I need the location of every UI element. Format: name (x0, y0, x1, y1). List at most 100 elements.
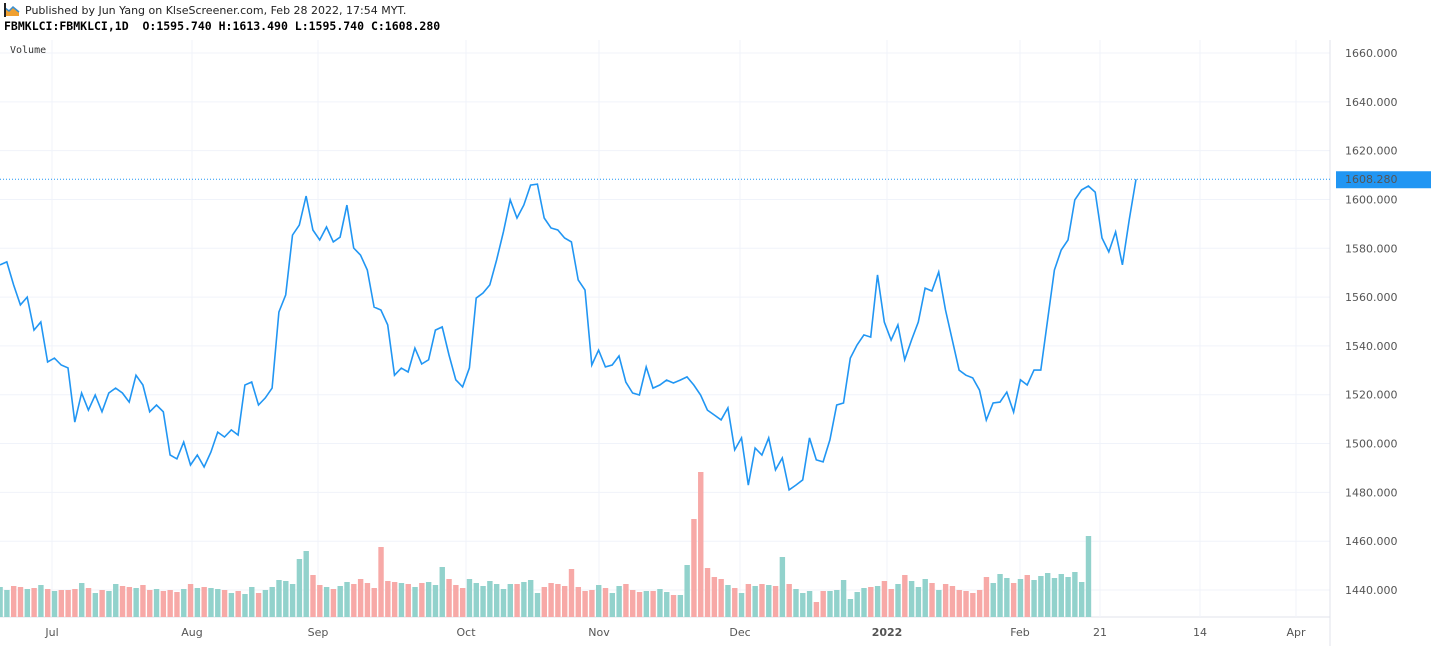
volume-bar (487, 581, 493, 617)
volume-bar (99, 590, 105, 617)
volume-bar (201, 587, 207, 617)
volume-bar (548, 583, 554, 617)
volume-bar (493, 584, 500, 617)
volume-bar (85, 588, 92, 617)
volume-bar (106, 591, 112, 617)
volume-bar (351, 584, 357, 617)
volume-bar (337, 586, 343, 617)
volume-bar (4, 590, 10, 617)
volume-bar (827, 591, 833, 617)
volume-bar (215, 589, 221, 617)
volume-bar (861, 588, 867, 617)
volume-bar (330, 589, 337, 617)
y-tick-label: 1560.000 (1345, 291, 1398, 304)
volume-bar (908, 581, 915, 617)
volume-bar (58, 590, 65, 617)
volume-bar (983, 577, 990, 617)
volume-bar (79, 583, 85, 617)
volume-bar (1051, 578, 1058, 617)
volume-bar (181, 589, 187, 617)
volume-bar (902, 575, 908, 617)
volume-bar (466, 579, 473, 617)
volume-bar (344, 582, 350, 617)
y-tick-label: 1640.000 (1345, 96, 1398, 109)
volume-bar (153, 589, 160, 617)
grid (0, 40, 1331, 646)
volume-bar (276, 580, 282, 617)
volume-bar (17, 587, 24, 617)
time-axis: Jul Aug Sep Oct Nov Dec 2022 Feb 21 14 Apr (44, 626, 1306, 639)
volume-bar (1078, 582, 1085, 617)
volume-bar (936, 590, 942, 617)
volume-bar (439, 567, 445, 617)
volume-bar (65, 590, 71, 617)
volume-bar (643, 591, 650, 617)
volume-indicator-label: Volume (10, 45, 47, 56)
volume-bar (636, 592, 643, 617)
x-tick-label: Aug (181, 626, 202, 639)
volume-bar (473, 583, 479, 617)
volume-bar (364, 583, 371, 617)
x-tick-label: 14 (1193, 626, 1207, 639)
last-price-value: 1608.280 (1345, 173, 1398, 186)
volume-bar (997, 574, 1003, 617)
volume-bar (793, 589, 799, 617)
volume-bar (31, 588, 37, 617)
volume-bar (779, 557, 786, 617)
volume-bar (357, 579, 364, 617)
volume-bar (167, 590, 173, 617)
x-tick-label: Jul (44, 626, 58, 639)
volume-bar (208, 588, 214, 617)
volume-bar (119, 586, 126, 617)
volume-bar (371, 588, 377, 617)
volume-bar (657, 589, 663, 617)
volume-bar (1038, 576, 1044, 617)
volume-bar (568, 569, 575, 617)
volume-bar (820, 591, 826, 617)
ohlc-legend: FBMKLCI:FBMKLCI,1D O:1595.740 H:1613.490… (4, 19, 441, 33)
volume-bar (963, 591, 969, 617)
volume-bar (187, 584, 194, 617)
volume-bar (432, 585, 439, 617)
volume-bar (738, 593, 745, 617)
volume-bar (534, 593, 541, 617)
volume-bar (970, 593, 976, 617)
volume-bar (854, 592, 860, 617)
y-tick-label: 1460.000 (1345, 535, 1398, 548)
volume-bar (718, 579, 724, 617)
volume-bar (664, 592, 670, 617)
volume-bar (0, 587, 3, 617)
volume-bar (459, 588, 466, 617)
volume-bar (541, 587, 547, 617)
volume-bar (323, 587, 330, 617)
volume-bar (140, 585, 146, 617)
volume-bar (235, 591, 241, 617)
volume-bar (847, 599, 854, 617)
y-tick-label: 1600.000 (1345, 193, 1398, 206)
volume-bar (561, 586, 568, 617)
volume-bar (194, 588, 201, 617)
volume-bar (772, 586, 779, 617)
y-tick-label: 1440.000 (1345, 584, 1398, 597)
volume-bar (412, 587, 418, 617)
volume-bar (684, 565, 690, 617)
volume-bars (0, 472, 1092, 617)
price-axis: 1660.000 1640.000 1620.000 1600.000 1580.000… (1345, 47, 1398, 597)
volume-bar (133, 588, 139, 617)
volume-bar (174, 592, 180, 617)
y-tick-label: 1540.000 (1345, 340, 1398, 353)
volume-bar (113, 584, 119, 617)
volume-bar (868, 587, 874, 617)
y-tick-label: 1520.000 (1345, 389, 1398, 402)
volume-bar (11, 586, 17, 617)
volume-bar (425, 582, 432, 617)
volume-bar (378, 547, 384, 617)
volume-bar (126, 587, 133, 617)
volume-bar (514, 584, 520, 617)
volume-bar (616, 586, 622, 617)
y-tick-label: 1480.000 (1345, 486, 1398, 499)
volume-bar (840, 580, 847, 617)
volume-bar (834, 590, 840, 617)
volume-bar (609, 593, 616, 617)
